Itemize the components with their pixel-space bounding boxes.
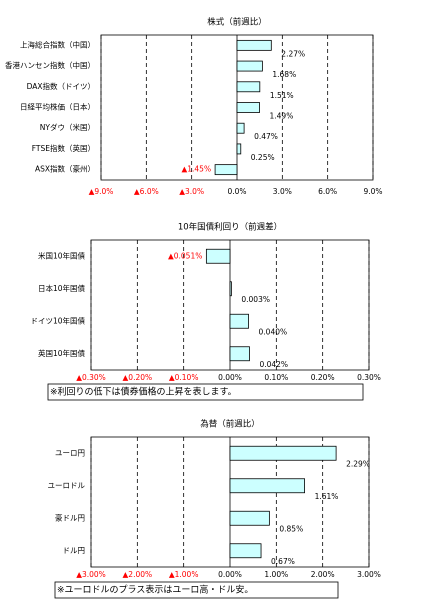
bar [229, 313, 249, 329]
category-label: ユーロドル [48, 481, 86, 490]
x-tick-label: 9.0% [363, 187, 382, 196]
category-label: 豪ドル円 [55, 512, 85, 522]
value-label: 0.25% [251, 153, 275, 162]
category-label: ASX指数（豪州） [35, 164, 95, 174]
value-label: 1.68% [272, 70, 296, 79]
value-label: 0.85% [279, 524, 303, 533]
category-label: ドル円 [63, 546, 86, 555]
value-label: ▲0.051% [168, 251, 202, 260]
x-tick-label: 0.00% [218, 373, 242, 382]
value-label: 0.042% [259, 360, 288, 369]
x-tick-label: ▲3.00% [76, 570, 106, 579]
x-tick-label: ▲1.00% [169, 570, 199, 579]
x-tick-label: ▲9.0% [89, 187, 114, 196]
note: ※利回りの低下は債券価格の上昇を表します。 [50, 386, 237, 398]
bar [236, 39, 272, 51]
value-label: 1.49% [270, 112, 294, 121]
chart-title: 為替（前週比） [200, 419, 260, 430]
category-label: 日経平均株価（日本） [20, 102, 95, 112]
bar [229, 510, 270, 526]
category-label: 上海総合指数（中国） [20, 39, 95, 49]
chart-title: 10年国債利回り（前週差） [178, 222, 282, 233]
bar [229, 478, 305, 494]
chart-title: 株式（前週比） [207, 17, 267, 28]
note: ※ユーロドルのプラス表示はユーロ高・ドル安。 [57, 584, 253, 596]
value-label: 0.67% [271, 557, 295, 566]
note-box [47, 383, 364, 401]
x-tick-label: 0.00% [218, 570, 242, 579]
value-label: 0.003% [241, 295, 270, 304]
x-tick-label: ▲0.30% [76, 373, 106, 382]
bar [205, 248, 231, 264]
category-label: FTSE指数（英国） [32, 143, 95, 153]
value-label: 1.51% [270, 91, 294, 100]
x-tick-label: ▲0.20% [123, 373, 153, 382]
category-label: 米国10年国債 [38, 250, 86, 260]
value-label: 0.040% [259, 327, 288, 336]
value-label: 1.61% [315, 492, 339, 501]
bar [214, 164, 238, 176]
note-box [54, 581, 339, 599]
x-tick-label: 6.0% [318, 187, 337, 196]
value-label: 2.27% [281, 49, 305, 58]
category-label: NYダウ（米国） [40, 122, 95, 132]
value-label: 2.29% [346, 459, 370, 468]
x-tick-label: 1.00% [264, 570, 288, 579]
x-tick-label: 3.0% [273, 187, 292, 196]
x-tick-label: 0.10% [264, 373, 288, 382]
bar [236, 102, 260, 113]
bar [229, 346, 250, 362]
x-tick-label: 2.00% [311, 570, 335, 579]
x-tick-label: 0.20% [311, 373, 335, 382]
category-label: 英国10年国債 [38, 348, 86, 358]
category-label: ユーロ円 [55, 448, 85, 457]
bar [229, 445, 337, 461]
category-label: 日本10年国債 [38, 283, 86, 293]
x-tick-label: ▲2.00% [123, 570, 153, 579]
bar [236, 143, 242, 155]
value-label: ▲1.45% [181, 165, 211, 174]
bar [236, 122, 245, 134]
bar [236, 60, 263, 72]
x-tick-label: 3.00% [357, 570, 381, 579]
bar [229, 543, 262, 559]
category-label: ドイツ10年国債 [30, 315, 85, 325]
value-label: 0.47% [254, 132, 278, 141]
x-tick-label: 0.0% [227, 187, 246, 196]
bar [229, 281, 232, 297]
x-tick-label: ▲0.10% [169, 373, 199, 382]
category-label: DAX指数（ドイツ） [27, 81, 95, 91]
bar [236, 81, 261, 93]
x-tick-label: ▲6.0% [134, 187, 159, 196]
x-tick-label: 0.30% [357, 373, 381, 382]
x-tick-label: ▲3.0% [179, 187, 204, 196]
category-label: 香港ハンセン指数（中国） [5, 60, 95, 70]
